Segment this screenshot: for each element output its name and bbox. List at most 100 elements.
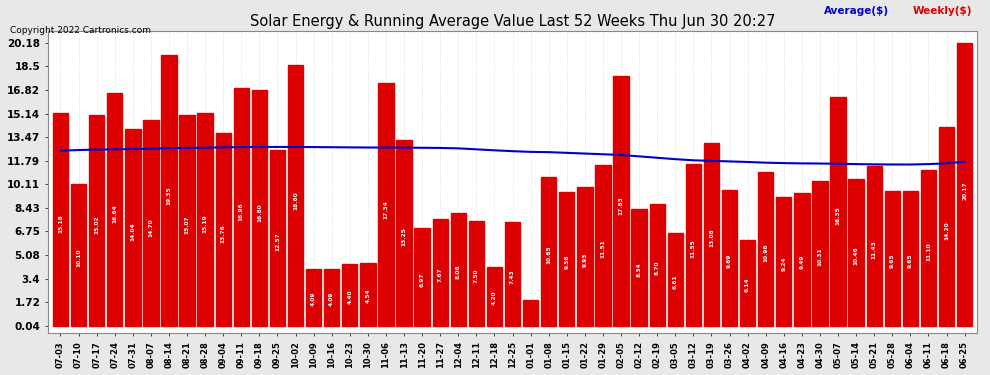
Text: 15.02: 15.02 — [94, 216, 99, 234]
Bar — [577, 187, 593, 326]
Text: 6.14: 6.14 — [745, 278, 750, 292]
Bar — [776, 196, 791, 326]
Text: 9.93: 9.93 — [582, 252, 587, 267]
Text: 10.31: 10.31 — [818, 248, 823, 266]
Text: 12.57: 12.57 — [275, 232, 280, 251]
Bar — [71, 184, 86, 326]
Bar — [758, 172, 773, 326]
Text: 10.10: 10.10 — [76, 249, 81, 267]
Text: 9.65: 9.65 — [908, 254, 913, 268]
Bar — [921, 170, 937, 326]
Bar — [89, 116, 104, 326]
Text: Average($): Average($) — [824, 6, 889, 16]
Bar — [251, 90, 267, 326]
Text: 9.69: 9.69 — [727, 254, 732, 268]
Text: 8.06: 8.06 — [455, 265, 460, 279]
Bar — [812, 182, 828, 326]
Bar — [866, 166, 882, 326]
Bar — [216, 133, 231, 326]
Text: 15.07: 15.07 — [184, 215, 189, 234]
Bar — [433, 219, 447, 326]
Text: 18.60: 18.60 — [293, 192, 298, 210]
Text: 15.18: 15.18 — [58, 214, 63, 233]
Bar — [396, 140, 412, 326]
Text: 6.61: 6.61 — [673, 274, 678, 289]
Text: 4.09: 4.09 — [330, 291, 335, 306]
Text: 14.20: 14.20 — [944, 221, 949, 240]
Title: Solar Energy & Running Average Value Last 52 Weeks Thu Jun 30 20:27: Solar Energy & Running Average Value Las… — [249, 14, 775, 29]
Bar — [179, 115, 195, 326]
Text: 10.65: 10.65 — [546, 245, 551, 264]
Bar — [686, 164, 701, 326]
Bar — [288, 65, 303, 326]
Text: 16.35: 16.35 — [836, 207, 841, 225]
Text: 17.83: 17.83 — [619, 197, 624, 216]
Text: 9.65: 9.65 — [890, 254, 895, 268]
Text: 16.80: 16.80 — [256, 204, 262, 222]
Bar — [234, 88, 249, 326]
Text: 11.51: 11.51 — [601, 239, 606, 258]
Text: 6.97: 6.97 — [420, 272, 425, 286]
Bar — [541, 177, 556, 326]
Text: 16.96: 16.96 — [239, 202, 244, 221]
Bar — [523, 300, 539, 326]
Text: Copyright 2022 Cartronics.com: Copyright 2022 Cartronics.com — [10, 26, 150, 35]
Bar — [306, 269, 322, 326]
Text: 4.20: 4.20 — [492, 291, 497, 305]
Text: 17.34: 17.34 — [383, 200, 388, 219]
Bar — [487, 267, 502, 326]
Text: 9.24: 9.24 — [781, 257, 786, 271]
Bar — [161, 54, 176, 326]
Bar — [848, 179, 864, 326]
Bar — [939, 127, 954, 326]
Bar — [885, 191, 900, 326]
Text: 7.50: 7.50 — [474, 268, 479, 283]
Text: 20.17: 20.17 — [962, 181, 967, 200]
Bar — [632, 209, 646, 326]
Bar — [52, 113, 68, 326]
Text: 19.35: 19.35 — [166, 186, 171, 205]
Bar — [505, 222, 520, 326]
Bar — [794, 193, 810, 326]
Text: Weekly($): Weekly($) — [912, 6, 972, 16]
Bar — [614, 76, 629, 326]
Text: 7.43: 7.43 — [510, 269, 515, 284]
Text: 10.46: 10.46 — [853, 246, 858, 265]
Bar — [270, 150, 285, 326]
Text: 7.67: 7.67 — [438, 267, 443, 282]
Bar — [595, 165, 611, 326]
Text: 4.09: 4.09 — [311, 291, 316, 306]
Bar — [415, 228, 430, 326]
Text: 14.04: 14.04 — [131, 222, 136, 241]
Text: 14.70: 14.70 — [148, 218, 153, 237]
Bar — [559, 192, 574, 326]
Bar — [667, 234, 683, 326]
Text: 11.55: 11.55 — [691, 239, 696, 258]
Text: 9.49: 9.49 — [799, 255, 804, 270]
Bar — [903, 191, 918, 326]
Bar — [704, 142, 719, 326]
Text: 8.34: 8.34 — [637, 263, 642, 278]
Bar — [197, 113, 213, 326]
Bar — [831, 97, 845, 326]
Text: 13.25: 13.25 — [402, 228, 407, 246]
Bar — [144, 120, 158, 326]
Bar — [324, 269, 340, 326]
Text: 15.19: 15.19 — [203, 214, 208, 233]
Text: 4.54: 4.54 — [365, 288, 370, 303]
Bar — [343, 264, 357, 326]
Bar — [740, 240, 755, 326]
Bar — [957, 43, 972, 326]
Text: 13.08: 13.08 — [709, 229, 714, 248]
Bar — [722, 190, 738, 326]
Text: 11.43: 11.43 — [871, 240, 877, 259]
Bar — [378, 83, 394, 326]
Bar — [107, 93, 123, 326]
Bar — [649, 204, 665, 326]
Bar — [468, 221, 484, 326]
Text: 11.10: 11.10 — [926, 242, 931, 261]
Bar — [125, 129, 141, 326]
Bar — [360, 262, 375, 326]
Text: 8.70: 8.70 — [654, 260, 659, 275]
Text: 13.76: 13.76 — [221, 224, 226, 243]
